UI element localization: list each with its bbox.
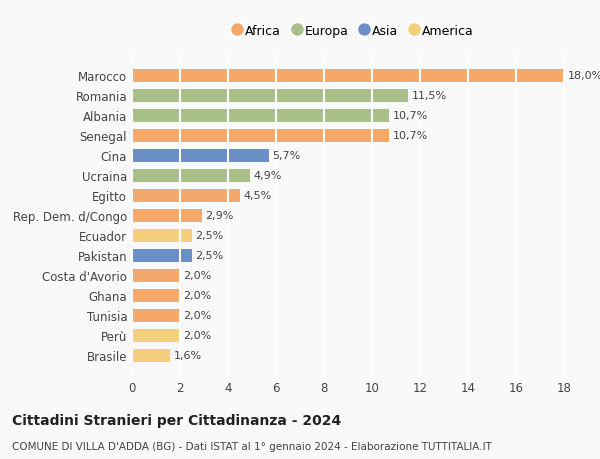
Bar [132, 209, 202, 222]
Text: 1,6%: 1,6% [174, 350, 202, 360]
Text: 2,5%: 2,5% [196, 251, 224, 261]
Bar [132, 309, 180, 322]
Text: 2,5%: 2,5% [196, 231, 224, 241]
Text: 2,9%: 2,9% [205, 211, 233, 221]
Text: 11,5%: 11,5% [412, 91, 447, 101]
Bar [132, 269, 180, 282]
Text: 5,7%: 5,7% [272, 151, 301, 161]
Bar [132, 129, 389, 142]
Bar [132, 110, 389, 123]
Text: Cittadini Stranieri per Cittadinanza - 2024: Cittadini Stranieri per Cittadinanza - 2… [12, 413, 341, 427]
Bar [132, 349, 170, 362]
Bar [132, 70, 564, 83]
Text: 4,5%: 4,5% [244, 191, 272, 201]
Bar [132, 90, 408, 102]
Text: 4,9%: 4,9% [253, 171, 281, 181]
Text: 2,0%: 2,0% [184, 310, 212, 320]
Text: 10,7%: 10,7% [392, 131, 428, 141]
Bar [132, 329, 180, 342]
Text: COMUNE DI VILLA D'ADDA (BG) - Dati ISTAT al 1° gennaio 2024 - Elaborazione TUTTI: COMUNE DI VILLA D'ADDA (BG) - Dati ISTAT… [12, 441, 492, 451]
Bar [132, 229, 192, 242]
Legend: Africa, Europa, Asia, America: Africa, Europa, Asia, America [229, 20, 479, 43]
Text: 2,0%: 2,0% [184, 291, 212, 301]
Bar [132, 150, 269, 162]
Bar [132, 249, 192, 262]
Text: 10,7%: 10,7% [392, 111, 428, 121]
Text: 2,0%: 2,0% [184, 330, 212, 340]
Bar [132, 289, 180, 302]
Text: 2,0%: 2,0% [184, 270, 212, 280]
Bar [132, 169, 250, 182]
Bar [132, 189, 240, 202]
Text: 18,0%: 18,0% [568, 71, 600, 81]
